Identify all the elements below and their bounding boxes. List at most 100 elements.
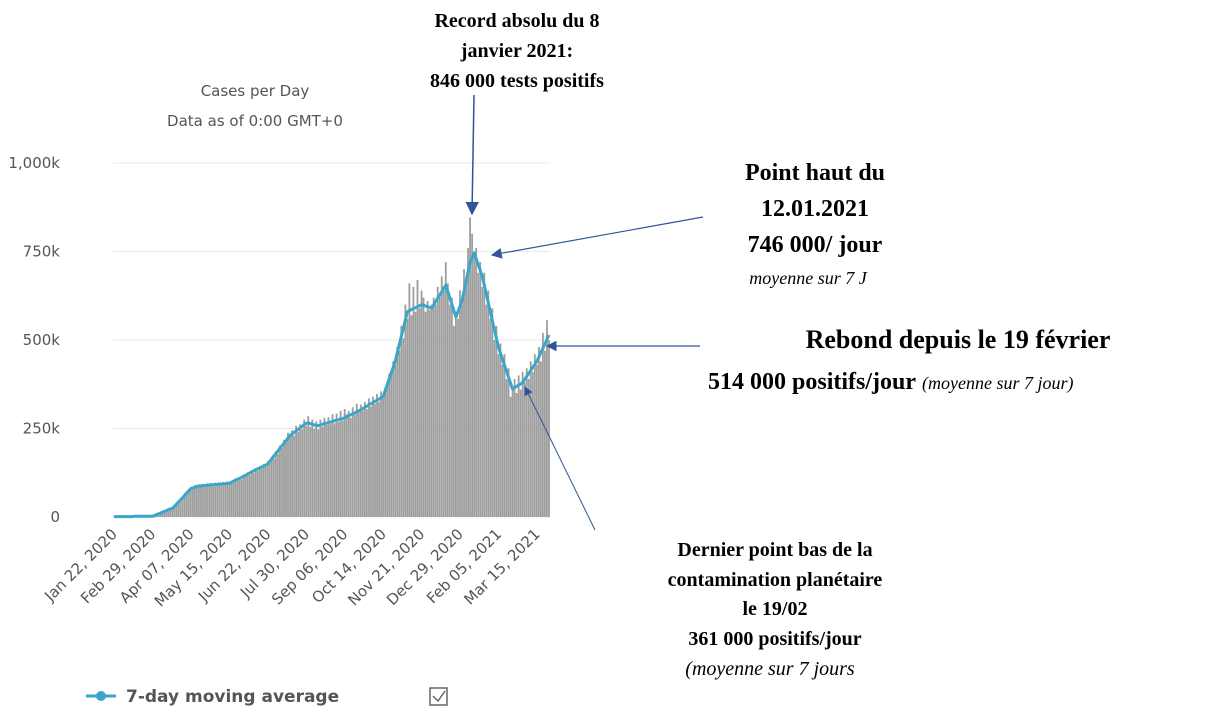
bar bbox=[214, 482, 217, 517]
bar bbox=[216, 485, 219, 517]
checkbox-check bbox=[432, 690, 446, 703]
bar bbox=[455, 311, 457, 517]
bar bbox=[278, 445, 281, 517]
bar bbox=[497, 354, 500, 517]
bar bbox=[398, 350, 401, 517]
bar bbox=[252, 473, 255, 517]
bar bbox=[539, 361, 542, 517]
bar bbox=[416, 279, 419, 517]
bar bbox=[372, 396, 374, 517]
bar bbox=[390, 375, 393, 517]
bar bbox=[250, 470, 253, 517]
bar bbox=[380, 391, 382, 517]
bar bbox=[299, 424, 302, 517]
bar bbox=[212, 486, 215, 517]
bar bbox=[414, 311, 417, 517]
bar bbox=[331, 414, 334, 517]
bar bbox=[475, 247, 478, 517]
bar bbox=[446, 283, 449, 517]
bar bbox=[327, 417, 330, 517]
annotation: Rebond depuis le 19 février 514 000 posi… bbox=[545, 325, 1110, 395]
legend-checkbox[interactable] bbox=[429, 687, 448, 706]
bar bbox=[194, 485, 196, 517]
bar bbox=[422, 297, 425, 517]
bar bbox=[533, 354, 536, 517]
bar bbox=[386, 382, 389, 517]
bar bbox=[363, 401, 366, 517]
bar bbox=[410, 315, 413, 517]
bar bbox=[493, 340, 496, 517]
bar bbox=[548, 340, 550, 517]
bar bbox=[467, 247, 469, 517]
bar bbox=[473, 255, 476, 518]
bar bbox=[388, 373, 391, 517]
annotation-text: 746 000/ jour bbox=[748, 232, 883, 258]
bar bbox=[535, 364, 538, 517]
bar bbox=[408, 283, 411, 517]
bar bbox=[301, 429, 304, 517]
bar bbox=[546, 320, 548, 517]
bar bbox=[240, 479, 243, 517]
bar bbox=[220, 484, 223, 517]
bar bbox=[325, 424, 328, 517]
bar bbox=[465, 283, 467, 517]
bar bbox=[450, 297, 453, 517]
annotation-arrow bbox=[490, 216, 704, 259]
bar bbox=[505, 378, 508, 517]
annotation: Record absolu du 8 janvier 2021: 846 000… bbox=[430, 10, 604, 216]
bar bbox=[206, 483, 208, 517]
bar bbox=[262, 463, 265, 517]
bar bbox=[283, 439, 285, 517]
bar bbox=[444, 262, 447, 517]
bar bbox=[452, 325, 455, 517]
bar bbox=[432, 297, 435, 517]
y-tick-label: 750k bbox=[23, 243, 61, 261]
bar bbox=[161, 511, 164, 517]
bar bbox=[463, 269, 465, 517]
bar bbox=[426, 301, 429, 517]
bar bbox=[323, 417, 326, 517]
bar bbox=[481, 286, 484, 517]
bar bbox=[236, 480, 239, 517]
bar bbox=[307, 416, 310, 517]
annotation-text: janvier 2021: bbox=[460, 40, 573, 62]
bar bbox=[291, 430, 293, 517]
bar bbox=[420, 290, 423, 517]
annotation-text: 12.01.2021 bbox=[761, 196, 869, 222]
bar bbox=[163, 510, 166, 517]
bar bbox=[258, 466, 261, 517]
bar bbox=[281, 447, 283, 517]
bar bbox=[529, 361, 532, 517]
bar bbox=[345, 414, 348, 517]
bar bbox=[525, 368, 528, 517]
bar bbox=[370, 406, 372, 517]
bar bbox=[515, 393, 518, 517]
bar bbox=[246, 472, 249, 517]
bar bbox=[256, 470, 259, 517]
annotation-text: 514 000 positifs/jour (moyenne sur 7 jour… bbox=[708, 369, 1074, 395]
bar bbox=[440, 276, 443, 517]
bar bbox=[343, 409, 346, 517]
bar bbox=[374, 403, 376, 517]
bar bbox=[519, 389, 522, 517]
bar bbox=[509, 396, 512, 517]
bar bbox=[365, 409, 368, 517]
bar bbox=[448, 304, 451, 517]
bar bbox=[361, 410, 364, 517]
bar bbox=[459, 290, 461, 517]
bar bbox=[274, 451, 277, 517]
bar bbox=[544, 350, 546, 517]
bar bbox=[378, 401, 380, 517]
bar bbox=[491, 308, 494, 517]
annotation-text: (moyenne sur 7 jour) bbox=[922, 373, 1073, 394]
bar bbox=[297, 432, 300, 517]
bar bbox=[268, 463, 271, 517]
bar bbox=[295, 425, 298, 517]
bar bbox=[264, 466, 267, 517]
bar bbox=[260, 468, 263, 517]
bar bbox=[181, 496, 184, 517]
bar bbox=[477, 272, 480, 517]
bar bbox=[159, 512, 162, 517]
bar bbox=[404, 304, 407, 517]
bar bbox=[396, 347, 399, 517]
